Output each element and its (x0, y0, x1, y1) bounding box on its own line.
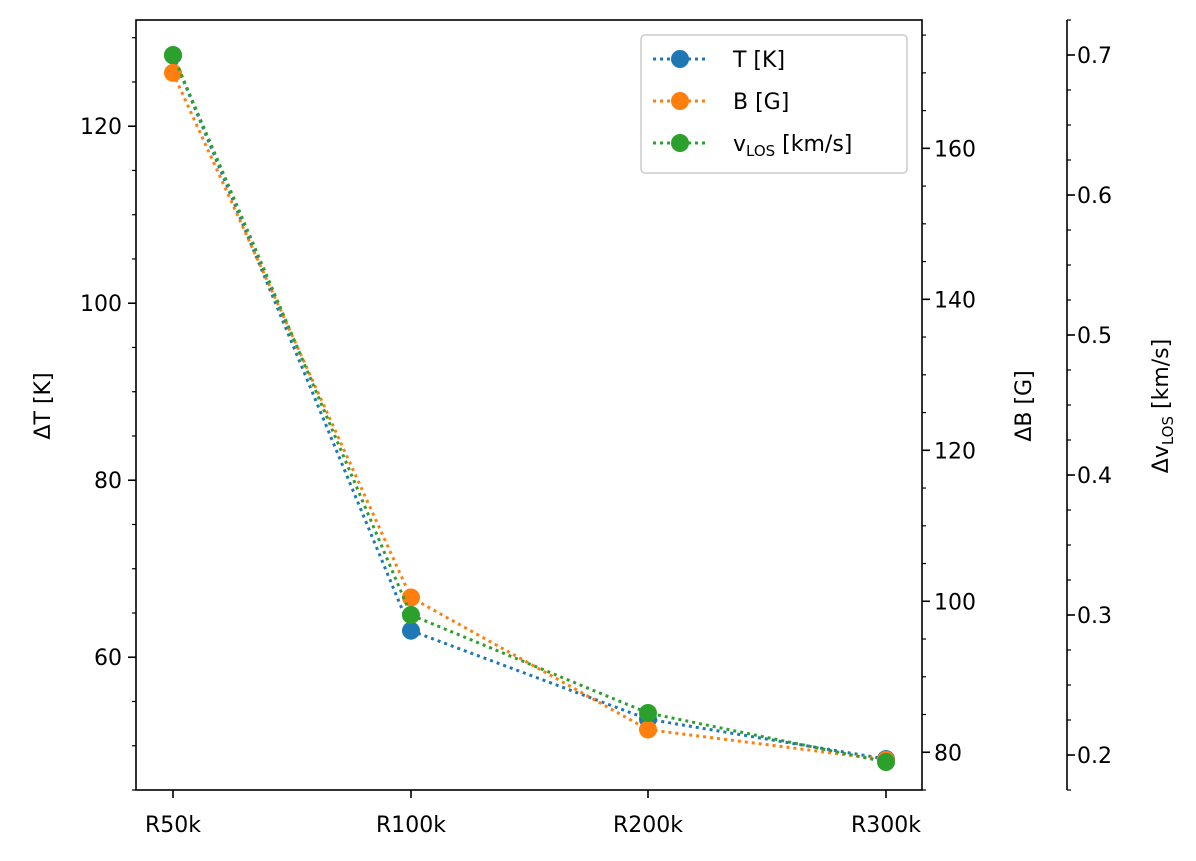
far_right-tick-label: 0.5 (1077, 324, 1112, 349)
left-axis-label: ΔT [K] (31, 372, 56, 439)
x-axis-ticks: R50k R100k R200k R300k (145, 790, 921, 838)
far-right-axis-label: ΔvLOS [km/s] (1149, 339, 1177, 473)
far-right-axis-ticks: 0.2 0.3 0.4 0.5 0.6 0.7 (1067, 19, 1112, 791)
x-tick-label: R300k (851, 813, 921, 838)
data-point (402, 588, 420, 607)
far-right-axis-label-tail: [km/s] (1149, 339, 1174, 416)
data-point (877, 753, 895, 771)
legend-marker (671, 134, 689, 152)
far-right-axis-label-main: Δv (1149, 445, 1174, 473)
series-line (171, 72, 887, 762)
series-line (171, 54, 887, 764)
x-tick-label: R50k (145, 813, 201, 838)
right-tick-label: 80 (934, 741, 962, 766)
legend-label-main: T [K] (732, 48, 785, 73)
right-tick-label: 100 (934, 590, 976, 615)
far_right-tick-label: 0.6 (1077, 184, 1112, 209)
x-tick-label: R200k (613, 813, 683, 838)
right-tick-label: 160 (934, 137, 976, 162)
legend-marker (671, 92, 689, 110)
left-tick-label: 80 (94, 469, 122, 494)
series-line (171, 54, 887, 761)
far_right-tick-label: 0.3 (1077, 604, 1112, 629)
data-point (639, 720, 657, 739)
far_right-tick-label: 0.4 (1077, 464, 1112, 489)
far_right-tick-label: 0.2 (1077, 744, 1112, 769)
legend-label-main: v (733, 132, 746, 157)
left-tick-label: 100 (80, 292, 122, 317)
series-2 (164, 46, 895, 771)
legend-label-main: B [G] (733, 90, 789, 115)
data-point (402, 621, 420, 640)
left-tick-label: 120 (80, 115, 122, 140)
left-tick-label: 60 (94, 646, 122, 671)
legend-label: vLOS [km/s] (733, 132, 852, 160)
right-tick-label: 120 (934, 439, 976, 464)
right-tick-label: 140 (934, 288, 976, 313)
plot-area-frame (135, 19, 1068, 791)
legend: T [K] B [G] vLOS [km/s] (640, 34, 908, 174)
x-tick-label: R100k (376, 813, 446, 838)
data-point (639, 704, 657, 722)
legend-label-sub: LOS (746, 142, 775, 160)
legend-marker (671, 50, 689, 68)
legend-box (640, 34, 908, 174)
right-axis-label: ΔB [G] (1012, 370, 1037, 441)
data-point (164, 46, 182, 64)
far-right-axis-label-sub: LOS (1159, 416, 1177, 445)
data-point (164, 63, 182, 82)
plot-area-border (135, 19, 923, 791)
data-point (402, 606, 420, 624)
legend-label: T [K] (732, 48, 785, 73)
legend-label: B [G] (733, 90, 789, 115)
series-layer (164, 46, 895, 771)
far_right-tick-label: 0.7 (1077, 44, 1112, 69)
left-axis-ticks: 60 80 100 120 (80, 37, 136, 791)
right-axis-ticks: 80 100 120 140 160 (922, 34, 976, 791)
legend-label-tail: [km/s] (775, 132, 852, 157)
